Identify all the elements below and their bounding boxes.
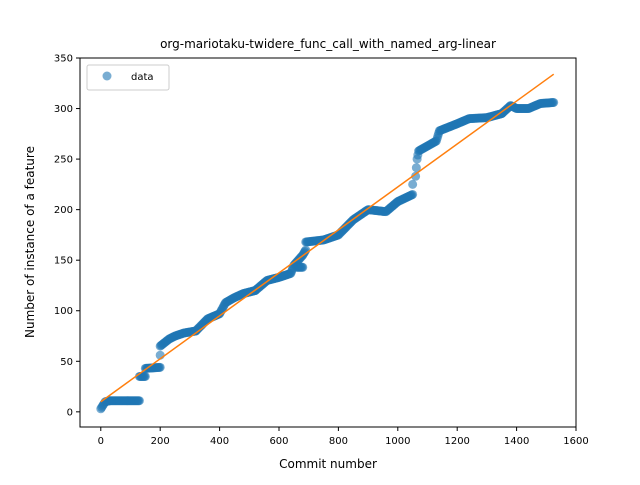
x-tick-label: 600 [269, 436, 288, 447]
data-point [134, 396, 144, 406]
x-tick-label: 0 [98, 436, 104, 447]
legend-label-data: data [131, 72, 154, 83]
y-tick-label: 250 [54, 155, 73, 166]
data-points-layer [96, 97, 559, 414]
y-axis-title: Number of instance of a feature [23, 146, 37, 338]
data-point [155, 362, 165, 372]
plot-frame [79, 57, 577, 428]
x-axis-title: Commit number [279, 457, 377, 471]
x-tick-label: 400 [210, 436, 229, 447]
data-point [411, 163, 421, 173]
x-tick-label: 200 [151, 436, 170, 447]
y-tick-label: 200 [54, 205, 73, 216]
fit-line-layer [100, 73, 555, 403]
y-tick-label: 100 [54, 306, 73, 317]
x-tick-label: 800 [329, 436, 348, 447]
y-tick-label: 150 [54, 256, 73, 267]
data-point [298, 262, 308, 272]
axes-layer: 0 200 400 600 800 1000 1200 1400 1600 0 50 100 150 20… [54, 54, 589, 448]
data-point [411, 171, 421, 181]
legend-marker-data [102, 71, 112, 81]
x-tick-label: 1600 [563, 436, 588, 447]
y-tick-label: 300 [54, 104, 73, 115]
data-point [549, 97, 559, 107]
data-point [408, 189, 418, 199]
fit-line [100, 73, 555, 403]
data-point [408, 179, 418, 189]
chart-title: org-mariotaku-twidere_func_call_with_nam… [160, 37, 496, 51]
x-tick-label: 1200 [444, 436, 469, 447]
legend: data [86, 64, 170, 91]
legend-box [86, 64, 170, 91]
data-point [140, 371, 150, 381]
y-tick-label: 50 [60, 357, 73, 368]
x-tick-label: 1000 [385, 436, 410, 447]
y-tick-label: 0 [67, 407, 73, 418]
y-tick-label: 350 [54, 54, 73, 65]
x-tick-label: 1400 [504, 436, 529, 447]
